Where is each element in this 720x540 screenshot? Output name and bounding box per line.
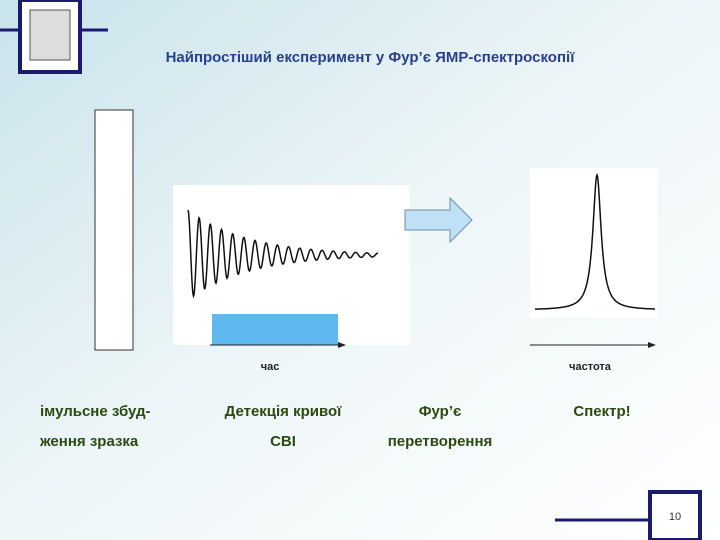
time-label: час (261, 361, 280, 373)
step-caption: Детекція кривої (225, 403, 343, 420)
step-caption: ження зразка (39, 433, 139, 450)
page-number-box (648, 490, 702, 540)
page-number: 10 (669, 511, 681, 523)
step-caption: Фур’є (419, 403, 462, 420)
step-caption: імульсне збуд- (40, 403, 151, 420)
step-caption: СВІ (270, 433, 296, 450)
spectrum-curve (535, 172, 655, 310)
fid-curve (187, 209, 378, 299)
transform-arrow (404, 196, 473, 244)
acquisition-bar (212, 314, 338, 345)
title: Найпростіший експеримент у Фур’є ЯМР-спе… (166, 49, 576, 66)
frequency-label: частота (569, 361, 612, 373)
step-caption: перетворення (388, 433, 493, 450)
pulse (94, 109, 134, 351)
step-caption: Спектр! (573, 403, 630, 420)
logo (29, 9, 71, 61)
spectrum-panel (530, 168, 658, 318)
